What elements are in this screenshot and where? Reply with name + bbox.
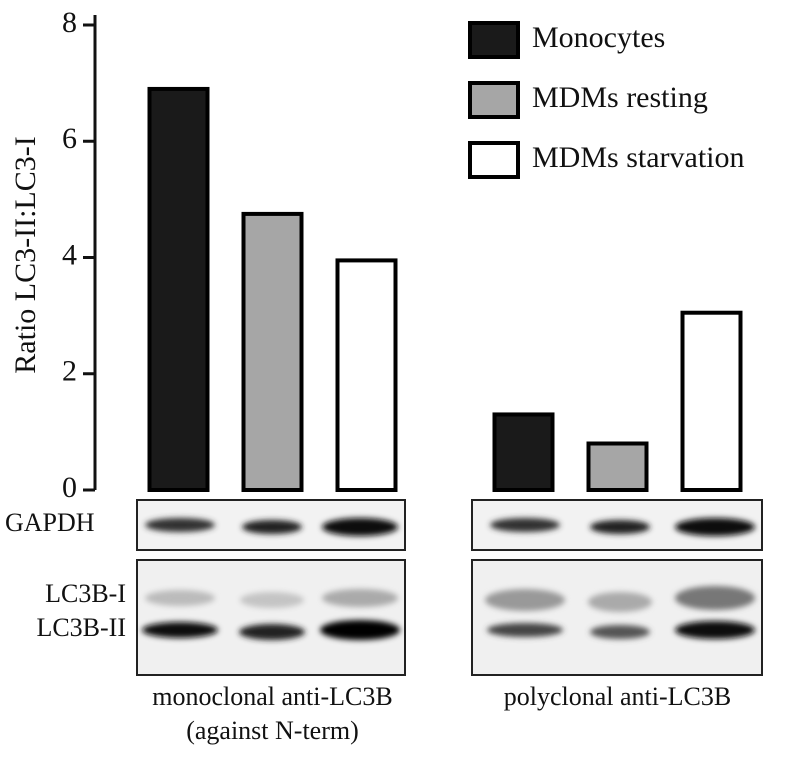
bar xyxy=(241,211,304,492)
blot-label: GAPDH xyxy=(5,508,95,537)
bar xyxy=(335,258,398,492)
y-tick-label: 4 xyxy=(62,238,77,271)
y-axis-label: Ratio LC3-II:LC3-I xyxy=(9,136,42,373)
y-tick-label: 8 xyxy=(62,6,77,39)
legend-swatch xyxy=(468,81,520,119)
bar xyxy=(492,412,555,492)
western-blot xyxy=(136,499,763,676)
legend-swatch xyxy=(468,21,520,59)
y-tick-label: 6 xyxy=(62,122,77,155)
y-tick-label: 0 xyxy=(62,471,77,504)
y-tick-label: 2 xyxy=(62,355,77,388)
bar xyxy=(680,310,743,492)
blot-label: LC3B-I xyxy=(45,579,126,608)
legend-label: MDMs resting xyxy=(532,81,708,114)
blot-label: LC3B-II xyxy=(36,613,126,642)
legend-label: MDMs starvation xyxy=(532,141,745,174)
x-tick-label: polyclonal anti-LC3B xyxy=(503,682,732,711)
legend-label: Monocytes xyxy=(532,21,665,54)
legend-swatch xyxy=(468,141,520,179)
bar xyxy=(586,441,649,492)
x-tick-label: monoclonal anti-LC3B (against N-term) xyxy=(152,682,393,745)
bar xyxy=(147,86,210,492)
